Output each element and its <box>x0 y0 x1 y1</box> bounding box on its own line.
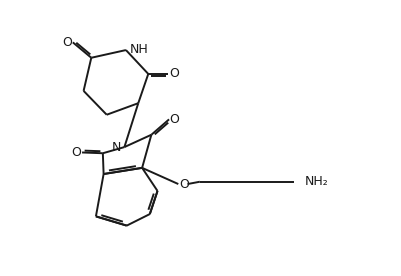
Text: NH: NH <box>130 43 148 56</box>
Text: O: O <box>62 36 72 49</box>
Text: O: O <box>169 113 179 126</box>
Text: N: N <box>111 141 121 154</box>
Text: O: O <box>169 67 179 80</box>
Text: O: O <box>71 146 81 159</box>
Text: O: O <box>178 178 188 191</box>
Text: NH₂: NH₂ <box>304 175 328 188</box>
